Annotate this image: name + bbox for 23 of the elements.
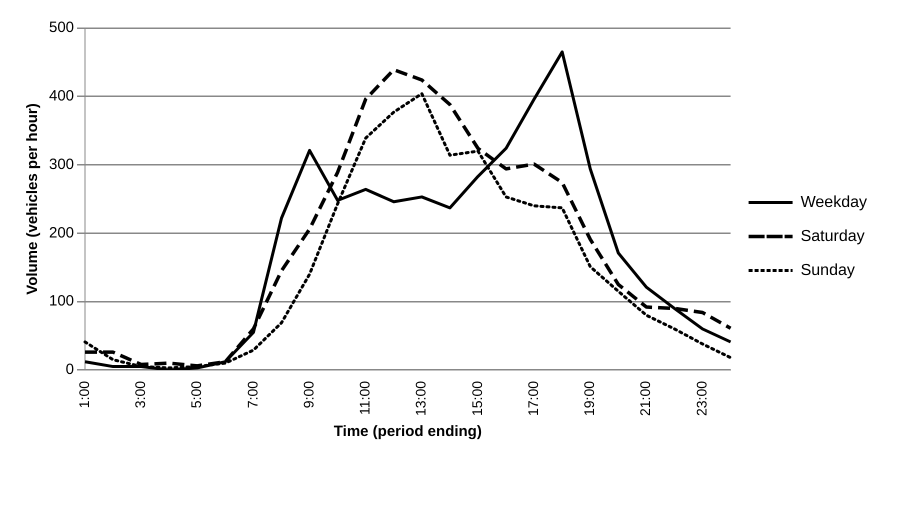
- x-tick-label: 1:00: [76, 380, 92, 408]
- y-tick-label: 400: [48, 88, 74, 105]
- x-tick-label: 11:00: [356, 380, 373, 415]
- legend-label: Weekday: [800, 194, 867, 211]
- x-tick-label: 19:00: [581, 380, 598, 416]
- y-tick-label: 100: [48, 292, 74, 310]
- y-tick-label: 0: [66, 361, 74, 378]
- legend-label: Saturday: [800, 228, 865, 245]
- x-axis-title: Time (period ending): [334, 423, 482, 440]
- x-tick-label: 3:00: [132, 380, 148, 408]
- y-tick-label: 300: [48, 156, 74, 173]
- x-tick-label: 9:00: [300, 380, 316, 408]
- y-tick-label: 500: [48, 19, 74, 36]
- x-tick-label: 15:00: [468, 380, 485, 416]
- y-axis-title: Volume (vehicles per hour): [24, 103, 42, 295]
- x-tick-label: 23:00: [693, 380, 710, 416]
- x-tick-label: 21:00: [637, 380, 654, 416]
- x-tick-label: 7:00: [244, 380, 260, 408]
- x-tick-label: 17:00: [524, 380, 541, 416]
- legend-label: Sunday: [800, 262, 855, 279]
- x-tick-label: 5:00: [188, 380, 204, 408]
- x-tick-label: 13:00: [412, 380, 429, 416]
- y-tick-label: 200: [48, 224, 74, 242]
